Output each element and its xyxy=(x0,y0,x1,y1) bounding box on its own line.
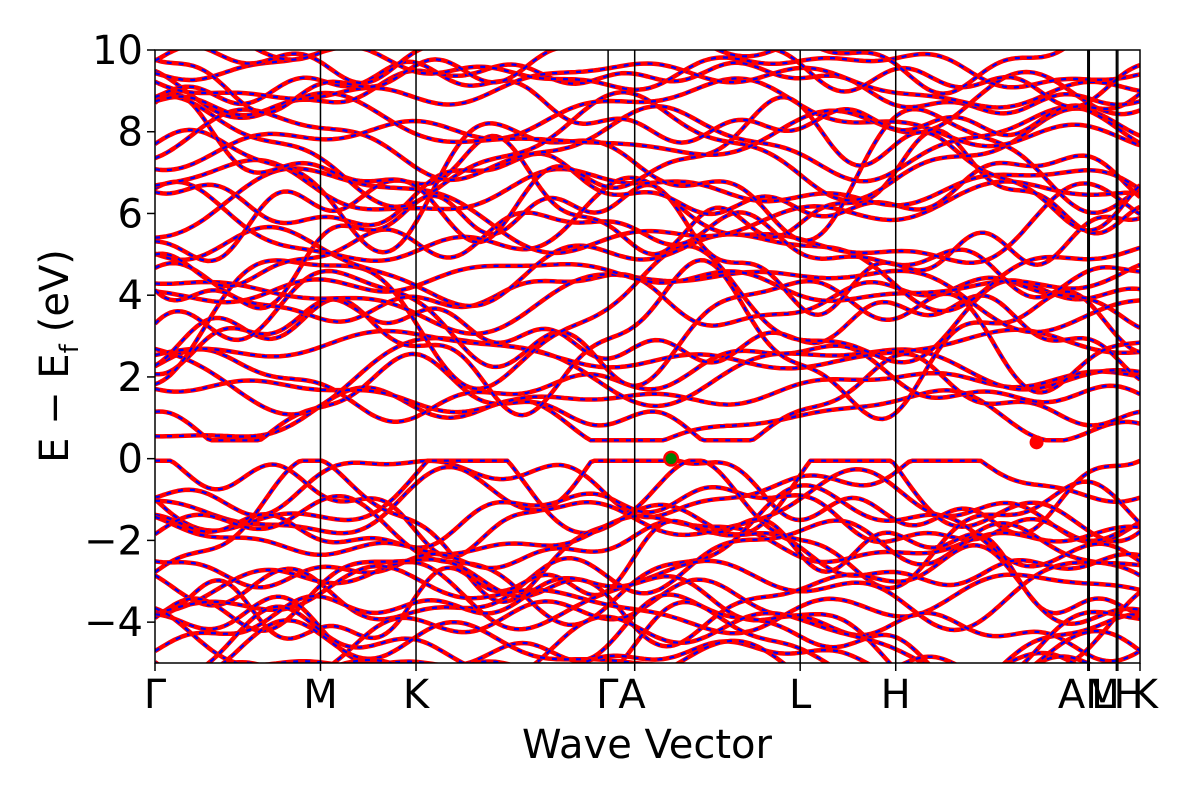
y-tick-label: 0 xyxy=(118,437,143,483)
y-tick-label: 10 xyxy=(92,28,143,74)
vbm-marker xyxy=(665,453,677,465)
x-tick-label: LH xyxy=(1091,672,1143,718)
y-axis-title-unit: (eV) xyxy=(32,249,78,332)
band-spin-down xyxy=(155,50,1140,114)
band-spin-down xyxy=(155,337,1140,416)
band-spin-down xyxy=(155,559,1140,632)
band-spin-down xyxy=(155,62,1140,109)
y-tick-label: 4 xyxy=(118,273,143,319)
y-tick-label: 6 xyxy=(118,191,143,237)
x-tick-label: L xyxy=(789,672,812,718)
band-spin-up xyxy=(155,369,1140,415)
band-spin-down xyxy=(155,129,1140,263)
band-spin-down xyxy=(155,459,1140,559)
x-axis-title: Wave Vector xyxy=(522,722,773,768)
y-tick-label: −2 xyxy=(84,518,143,564)
band-spin-down xyxy=(155,158,1140,211)
band-spin-down xyxy=(155,518,1140,640)
plot-frame xyxy=(154,49,1141,664)
x-tick-label: K xyxy=(1132,672,1160,718)
band-spin-down xyxy=(155,459,1140,543)
band-spin-down xyxy=(155,77,1140,172)
band-spin-down xyxy=(364,640,870,663)
band-spin-up xyxy=(219,618,1093,663)
x-tick-label: H xyxy=(881,672,911,718)
band-spin-down xyxy=(155,515,1140,564)
band-spin-down xyxy=(155,259,1140,421)
band-spin-up xyxy=(155,151,1140,228)
band-spin-down xyxy=(155,50,1064,95)
band-spin-down xyxy=(155,459,1140,603)
band-spin-up xyxy=(155,351,1140,443)
band-spin-down xyxy=(155,352,1140,442)
y-tick-label: 8 xyxy=(118,110,143,156)
x-tick-label: AM xyxy=(1058,672,1120,718)
band-spin-up xyxy=(155,243,1140,392)
band-spin-down xyxy=(206,600,1140,663)
band-spin-down xyxy=(155,105,1140,183)
x-tick-label: ΓA xyxy=(596,672,646,718)
band-spin-down xyxy=(155,261,1140,329)
y-axis-title-subscript: f xyxy=(55,343,85,353)
y-axis-title-main: E − E xyxy=(32,353,78,463)
y-tick-label: 2 xyxy=(118,355,143,401)
band-spin-down xyxy=(155,459,1140,519)
y-axis-title: E − Ef (eV) xyxy=(32,249,85,463)
band-lines xyxy=(155,50,1140,663)
extrema-markers xyxy=(663,435,1044,467)
band-spin-down xyxy=(155,69,1140,156)
band-spin-down xyxy=(155,544,1140,648)
band-spin-down xyxy=(255,50,777,61)
band-spin-down xyxy=(155,607,1076,663)
band-spin-down xyxy=(155,344,1140,423)
band-spin-down xyxy=(155,263,1140,304)
band-spin-up xyxy=(155,592,1140,663)
band-spin-down xyxy=(155,183,1140,316)
band-spin-up xyxy=(155,210,1140,300)
y-tick-label: −4 xyxy=(84,600,143,646)
band-spin-down xyxy=(155,61,1140,117)
band-spin-down xyxy=(155,575,1140,663)
band-spin-up xyxy=(155,224,1140,314)
x-tick-label: K xyxy=(403,672,431,718)
band-spin-down xyxy=(155,92,1140,244)
x-tick-label: Γ xyxy=(144,672,167,718)
y-axis-ticks: −4 −2 0 2 4 6 8 10 xyxy=(84,28,155,646)
band-spin-up xyxy=(155,327,1140,371)
x-tick-label: M xyxy=(303,672,338,718)
band-spin-down xyxy=(155,269,1140,335)
band-spin-up xyxy=(155,464,1140,545)
band-spin-down xyxy=(155,269,1140,394)
band-spin-down xyxy=(155,564,1140,635)
band-spin-down xyxy=(155,520,1140,589)
band-spin-down xyxy=(155,167,1140,254)
band-spin-down xyxy=(155,108,1140,254)
band-spin-down xyxy=(155,60,1140,144)
kpoint-lines xyxy=(319,50,1119,663)
cbm-marker xyxy=(1029,435,1044,450)
